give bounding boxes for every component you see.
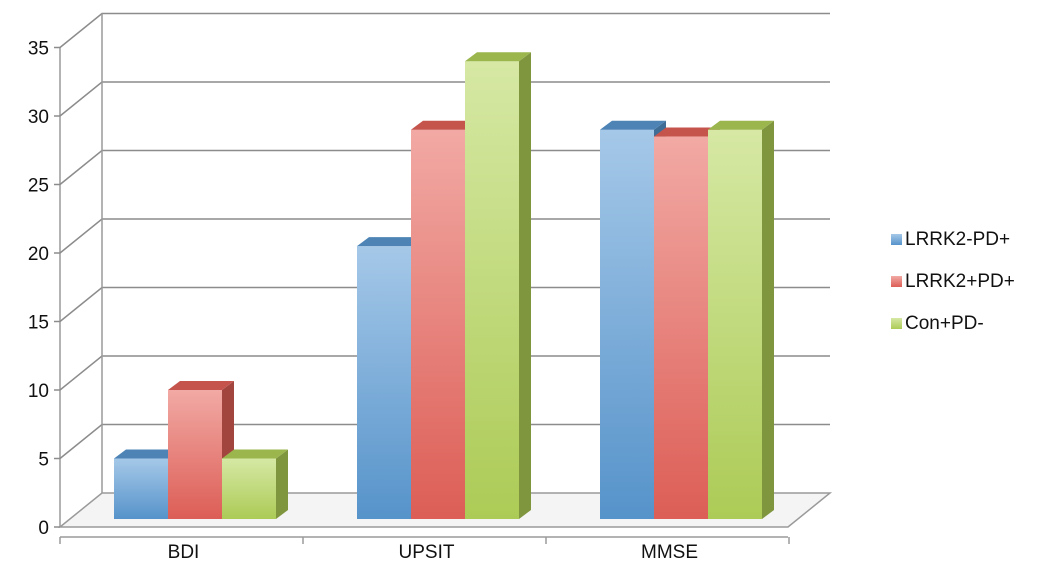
bar-front	[168, 390, 222, 519]
legend-item-0: LRRK2-PD+	[891, 225, 1015, 254]
gridlines	[54, 12, 830, 528]
bar-mmse-2	[708, 120, 774, 519]
x-tick-label-upsit: UPSIT	[399, 542, 455, 563]
legend-label-0: LRRK2-PD+	[905, 228, 1011, 250]
bar-front	[357, 246, 411, 519]
legend-swatch-0	[891, 234, 902, 245]
bar-top	[411, 120, 477, 130]
bar-front	[708, 129, 762, 519]
legend-item-2: Con+PD-	[891, 309, 1015, 338]
y-tick-label-30: 30	[28, 107, 49, 128]
bar-front	[600, 129, 654, 519]
y-tick-label-5: 5	[38, 450, 49, 471]
y-tick-label-35: 35	[28, 39, 49, 60]
legend-label-2: Con+PD-	[905, 312, 984, 334]
legend-swatch-2	[891, 318, 902, 329]
bar-front	[222, 458, 276, 519]
bar-upsit-2	[465, 52, 531, 519]
bar-top	[168, 381, 234, 390]
bar-top	[357, 237, 423, 247]
bar-front	[411, 129, 465, 519]
bar-side	[762, 120, 774, 519]
legend-swatch-1	[891, 276, 902, 287]
y-tick-label-20: 20	[28, 244, 49, 265]
bar-top	[600, 120, 666, 130]
bar-top	[114, 449, 180, 459]
legend-item-1: LRRK2+PD+	[891, 267, 1015, 296]
y-tick-label-25: 25	[28, 176, 49, 197]
x-tick-label-bdi: BDI	[168, 542, 200, 563]
y-tick-label-0: 0	[38, 518, 49, 539]
y-axis-tick-labels: 0 5 10 15 20 25 30 35	[28, 39, 49, 540]
bars	[114, 52, 774, 520]
x-tick-label-mmse: MMSE	[641, 542, 698, 563]
bar-side	[276, 449, 288, 519]
bar-top	[465, 52, 531, 62]
legend-label-1: LRRK2+PD+	[905, 270, 1015, 292]
x-axis: BDI UPSIT MMSE	[59, 536, 790, 563]
gridline-30	[59, 81, 830, 117]
legend: LRRK2-PD+ LRRK2+PD+ Con+PD-	[891, 225, 1015, 351]
bar-side	[519, 52, 531, 519]
bar-front	[654, 136, 708, 520]
gridline-35	[59, 12, 830, 49]
bar-front	[114, 458, 168, 519]
bar-top	[222, 449, 288, 459]
bar-top	[708, 120, 774, 130]
bar-front	[465, 61, 519, 519]
y-tick-label-10: 10	[28, 381, 49, 402]
bar-bdi-2	[222, 449, 288, 519]
y-tick-label-15: 15	[28, 313, 49, 334]
bar-top	[654, 127, 720, 137]
bar-mmse-1	[654, 127, 720, 520]
